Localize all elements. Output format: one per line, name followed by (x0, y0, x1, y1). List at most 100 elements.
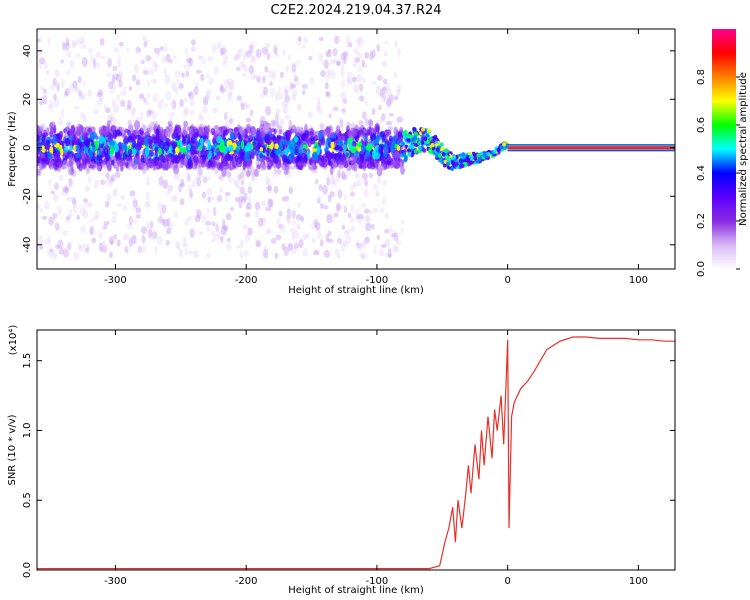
spectrogram-cell (75, 53, 81, 58)
spectrogram-cell (341, 170, 346, 180)
spectrogram-cell (219, 48, 224, 56)
spectrogram-cell (159, 208, 163, 218)
spectrogram-cell (213, 124, 220, 132)
spectrogram-cell (384, 40, 390, 46)
spectrogram-cell (216, 194, 223, 203)
spectrogram-cell (72, 135, 79, 146)
spectrogram-cell (208, 76, 214, 86)
spectrogram-cell (68, 177, 73, 187)
spectrogram-cell (274, 252, 279, 260)
spectrogram-cell (154, 151, 159, 158)
spectrogram-cell (322, 184, 328, 195)
spectrogram-cell (200, 73, 205, 82)
spectrogram-cell (383, 130, 390, 135)
spectrogram-cell (38, 100, 44, 106)
spectrogram-cell (92, 57, 97, 67)
spectrogram-cell (378, 104, 382, 111)
spectrogram-cell (400, 219, 405, 225)
spectrogram-cell (332, 48, 338, 57)
spectrogram-cell (154, 146, 159, 153)
spectrogram-cell (268, 70, 274, 79)
spectrogram-cell (387, 94, 391, 100)
spectrogram-cell (364, 236, 370, 244)
spectrogram-cell (148, 109, 154, 115)
spectrogram-cell (375, 85, 382, 95)
spectrogram-cell (205, 149, 210, 155)
spectrogram-cell (42, 88, 47, 94)
spectrogram-cell (236, 184, 241, 190)
spectrogram-cell (131, 143, 137, 148)
spectrogram-cell (40, 85, 45, 91)
spectrogram-cell (402, 151, 407, 157)
spectrogram-cell (275, 112, 279, 123)
spectrogram-cell (229, 207, 235, 212)
spectrogram-cell (226, 237, 231, 243)
spectrogram-cell (87, 244, 91, 250)
spectrogram-cell (292, 221, 296, 227)
spectrogram-cell (168, 116, 174, 124)
spectrogram-cell (225, 212, 232, 221)
spectrogram-cell (332, 106, 339, 112)
spectrogram-cell (356, 43, 361, 49)
spectrogram-cell (287, 140, 292, 146)
spectrogram-cell (334, 144, 341, 150)
spectrogram-cell (202, 176, 208, 184)
spectrogram-cell (435, 147, 440, 152)
spectrogram-cell (53, 93, 57, 101)
spectrogram-cell (104, 201, 110, 208)
y-tick-label: 40 (22, 44, 33, 57)
spectrogram-cell (313, 134, 319, 141)
spectrogram-cell (273, 43, 279, 51)
spectrogram-cell (175, 240, 180, 249)
spectrogram-cell (79, 112, 86, 119)
spectrogram-cell (370, 161, 376, 170)
spectrogram-cell (345, 229, 352, 234)
spectrogram-cell (334, 35, 340, 45)
spectrogram-cell (292, 89, 298, 98)
spectrogram-cell (284, 163, 290, 171)
spectrogram-cell (302, 148, 306, 153)
spectrogram-cell (158, 161, 163, 169)
spectrogram-cell (47, 239, 52, 245)
spectrogram-cell (391, 244, 398, 252)
spectrogram-cell (241, 63, 246, 71)
spectrogram-cell (84, 132, 89, 140)
spectrogram-cell (388, 253, 392, 258)
spectrogram-cell (103, 220, 110, 226)
spectrogram-cell (199, 56, 204, 61)
spectrogram-cell (312, 250, 320, 256)
spectrogram-cell (373, 244, 377, 255)
spectrogram-cell (258, 131, 263, 138)
spectrogram-cell (186, 172, 191, 182)
spectrogram-cell (118, 79, 123, 88)
spectrogram-cell (58, 247, 65, 255)
spectrogram-cell (204, 94, 208, 103)
spectrogram-cell (135, 78, 141, 86)
spectrogram-cell (278, 223, 283, 230)
spectrogram-cell (154, 245, 158, 255)
spectrogram-cell (37, 38, 41, 43)
spectrogram-cell (347, 78, 353, 86)
spectrogram-cell (329, 59, 336, 65)
snr-panel: -300 -200 -100 0 100 0.0 0.5 1.0 1.5 Height of … (7, 325, 676, 596)
spectrogram-cell (460, 163, 465, 169)
spectrogram-cell (206, 252, 211, 259)
spectrogram-cell (281, 154, 288, 163)
spectrogram-cell (445, 155, 450, 160)
spectrogram-cell (135, 213, 141, 219)
spectrogram-cell (205, 89, 212, 94)
spectrogram-cell (402, 135, 407, 140)
spectrogram-cell (161, 218, 166, 226)
spectrogram-cell (43, 62, 48, 70)
spectrogram-cell (245, 169, 251, 177)
spectrogram-cell (210, 196, 215, 201)
spectrogram-cell (144, 147, 150, 157)
spectrogram-cell (364, 178, 369, 187)
spectrogram-cell (40, 153, 46, 159)
spectrogram-cell (279, 117, 285, 127)
spectrogram-cell (318, 131, 323, 140)
spectrogram-cell (215, 223, 219, 232)
spectrogram-cell (406, 133, 411, 139)
spectrogram-cell (75, 153, 81, 158)
spectrogram-cell (201, 59, 206, 65)
